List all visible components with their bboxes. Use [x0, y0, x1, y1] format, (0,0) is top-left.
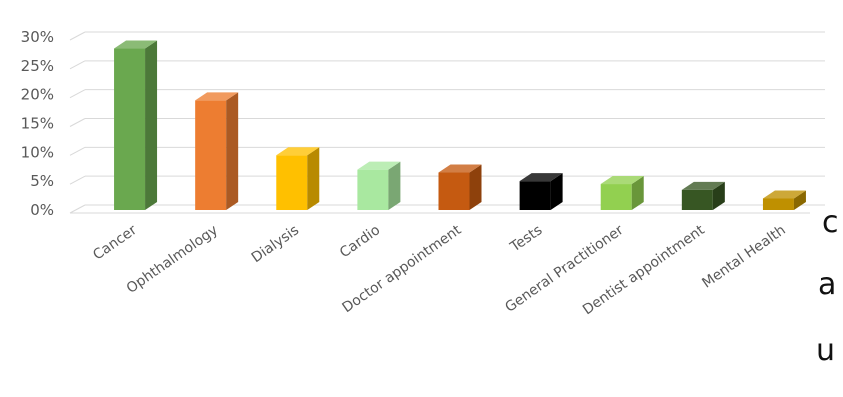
gridline-side: [69, 89, 86, 99]
gridline-side: [69, 146, 86, 156]
gridline-side: [69, 175, 86, 185]
gridline-side: [69, 60, 86, 70]
bar-side: [226, 92, 239, 210]
bar-side: [469, 164, 482, 210]
bar-top: [195, 92, 239, 101]
cropped-text-line-1: c: [822, 205, 839, 240]
bar-side: [793, 190, 806, 210]
bar-side: [631, 176, 644, 210]
bar-side: [388, 161, 401, 210]
bar: [357, 169, 389, 210]
bar-top: [519, 173, 563, 182]
bar: [276, 155, 308, 210]
bar-top: [762, 190, 806, 199]
bar-side: [145, 40, 158, 211]
cropped-text-line-3: u: [816, 333, 836, 368]
bar: [519, 181, 551, 210]
bar-top: [600, 176, 644, 185]
y-tick-label: 30%: [21, 28, 54, 46]
bar: [681, 189, 713, 210]
y-tick-label: 10%: [21, 143, 54, 161]
bar-top: [357, 161, 401, 170]
y-tick-label: 5%: [30, 172, 54, 190]
x-tick-label: Dialysis: [249, 222, 302, 266]
y-tick-label: 25%: [21, 57, 54, 75]
bar-side: [712, 181, 725, 210]
y-tick-label: 20%: [21, 86, 54, 104]
bar-side: [550, 173, 563, 210]
bar: [600, 184, 632, 210]
bar: [114, 48, 146, 211]
bar-top: [276, 147, 320, 156]
gridline-side: [69, 204, 86, 214]
bar-top: [681, 181, 725, 190]
bar-top: [114, 40, 158, 49]
x-tick-label: Cancer: [90, 222, 140, 264]
gridline-side: [69, 118, 86, 127]
bar: [762, 198, 794, 210]
x-tick-label: Mental Health: [699, 222, 788, 291]
bar: [195, 100, 227, 210]
cropped-text-line-2: a: [818, 267, 837, 302]
bar: [438, 172, 470, 210]
bar-side: [307, 147, 320, 210]
x-tick-label: Cardio: [337, 222, 383, 261]
y-tick-label: 0%: [30, 201, 54, 219]
x-tick-label: Tests: [507, 222, 546, 256]
gridline-side: [69, 31, 86, 41]
bar-top: [438, 164, 482, 173]
y-tick-label: 15%: [21, 115, 54, 133]
